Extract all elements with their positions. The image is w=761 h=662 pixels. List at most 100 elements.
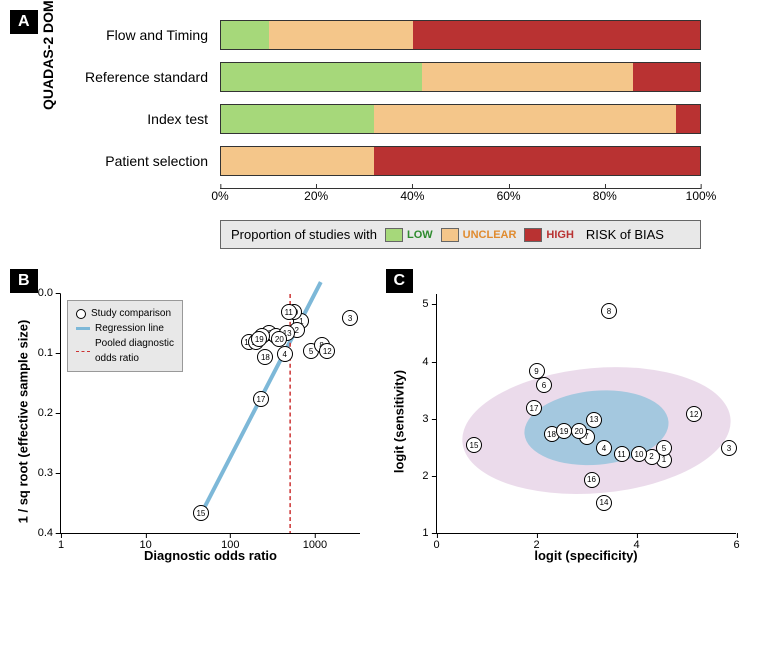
- study-point: 15: [466, 437, 482, 453]
- bar-segment: [374, 105, 676, 133]
- y-tick: 0.0: [38, 287, 53, 299]
- study-point: 4: [277, 346, 293, 362]
- legend-symbol: [76, 309, 86, 319]
- legend-text: Pooled diagnosticodds ratio: [95, 336, 174, 366]
- study-point: 20: [271, 331, 287, 347]
- legend-swatch: [441, 228, 459, 242]
- bar-row: Flow and Timing: [220, 20, 701, 50]
- study-point: 15: [193, 505, 209, 521]
- study-point: 17: [253, 391, 269, 407]
- legend-symbol: [76, 351, 90, 352]
- panel-a-legend: Proportion of studies with LOW UNCLEAR HIGH…: [220, 220, 701, 249]
- bar-row: Reference standard: [220, 62, 701, 92]
- legend-text: Study comparison: [91, 306, 171, 321]
- bar-segment: [221, 63, 422, 91]
- panel-b-legend: Study comparisonRegression linePooled di…: [67, 300, 183, 372]
- study-point: 6: [536, 377, 552, 393]
- study-point: 5: [656, 440, 672, 456]
- bar-row-label: Reference standard: [80, 69, 220, 85]
- legend-item: Pooled diagnosticodds ratio: [76, 336, 174, 366]
- panel-a: A QUADAS-2 DOMAIN Flow and TimingReferen…: [10, 10, 751, 254]
- bar-container: [220, 62, 701, 92]
- bar-segment: [422, 63, 633, 91]
- legend-suffix: RISK of BIAS: [586, 227, 664, 242]
- study-point: 12: [686, 406, 702, 422]
- bar-segment: [676, 105, 700, 133]
- bar-container: [220, 104, 701, 134]
- bar-chart: Flow and Timing Reference standard Index t…: [90, 20, 731, 208]
- bar-segment: [269, 21, 413, 49]
- legend-label: HIGH: [546, 229, 574, 241]
- bar-segment: [413, 21, 700, 49]
- legend-item: Regression line: [76, 321, 174, 336]
- x-tick: 100%: [686, 189, 717, 203]
- study-point: 11: [614, 446, 630, 462]
- y-tick: 0.1: [38, 347, 53, 359]
- bar-segment: [221, 105, 374, 133]
- bar-row-label: Index test: [80, 111, 220, 127]
- bar-container: [220, 146, 701, 176]
- x-tick: 0%: [211, 189, 228, 203]
- study-point: 10: [631, 446, 647, 462]
- x-tick: 80%: [593, 189, 617, 203]
- bar-segment: [374, 147, 700, 175]
- study-point: 19: [251, 331, 267, 347]
- x-axis: 0%20%40%60%80%100%: [220, 188, 701, 208]
- panel-c: C logit (specificity) logit (sensitivity…: [386, 269, 752, 569]
- legend-swatch: [385, 228, 403, 242]
- x-tick: 10: [140, 539, 152, 551]
- x-tick: 0: [433, 539, 439, 551]
- study-point: 18: [257, 349, 273, 365]
- study-point: 3: [342, 310, 358, 326]
- x-tick: 1: [58, 539, 64, 551]
- x-tick: 20%: [304, 189, 328, 203]
- study-point: 16: [584, 472, 600, 488]
- panel-c-ylabel: logit (sensitivity): [391, 369, 406, 472]
- legend-label: LOW: [407, 229, 433, 241]
- legend-item: Study comparison: [76, 306, 174, 321]
- legend-label: UNCLEAR: [463, 229, 517, 241]
- study-point: 17: [526, 400, 542, 416]
- study-point: 11: [281, 304, 297, 320]
- study-point: 8: [601, 303, 617, 319]
- panel-b-plot: Study comparisonRegression linePooled di…: [60, 294, 360, 534]
- bar-row-label: Flow and Timing: [80, 27, 220, 43]
- study-point: 19: [556, 423, 572, 439]
- x-tick: 1000: [303, 539, 327, 551]
- figure: A QUADAS-2 DOMAIN Flow and TimingReferen…: [10, 10, 751, 569]
- panel-a-label: A: [10, 10, 38, 34]
- bar-row: Index test: [220, 104, 701, 134]
- panel-c-plot: logit (specificity) logit (sensitivity) …: [436, 294, 736, 534]
- x-tick: 60%: [497, 189, 521, 203]
- study-point: 20: [571, 423, 587, 439]
- x-tick: 40%: [400, 189, 424, 203]
- panel-b-ylabel: 1 / sq root (effective sample size): [16, 319, 31, 523]
- x-tick: 100: [221, 539, 239, 551]
- study-point: 13: [586, 412, 602, 428]
- panel-b: B Study comparisonRegression linePooled …: [10, 269, 376, 569]
- study-point: 14: [596, 495, 612, 511]
- y-tick: 0.4: [38, 527, 53, 539]
- x-tick: 4: [633, 539, 639, 551]
- bar-row: Patient selection: [220, 146, 701, 176]
- study-point: 3: [721, 440, 737, 456]
- study-point: 12: [319, 343, 335, 359]
- legend-prefix: Proportion of studies with: [231, 227, 377, 242]
- legend-symbol: [76, 327, 90, 330]
- panel-c-xlabel: logit (specificity): [534, 548, 637, 563]
- bar-segment: [221, 147, 374, 175]
- study-point: 4: [596, 440, 612, 456]
- y-tick: 1: [422, 527, 428, 539]
- x-tick: 6: [733, 539, 739, 551]
- quadas-axis-title: QUADAS-2 DOMAIN: [40, 0, 56, 110]
- bar-segment: [221, 21, 269, 49]
- y-tick: 3: [422, 413, 428, 425]
- bottom-row: B Study comparisonRegression linePooled …: [10, 269, 751, 569]
- panel-b-label: B: [10, 269, 38, 293]
- y-tick: 2: [422, 470, 428, 482]
- panel-b-xlabel: Diagnostic odds ratio: [144, 548, 277, 563]
- study-point: 9: [529, 363, 545, 379]
- bar-row-label: Patient selection: [80, 153, 220, 169]
- y-tick: 5: [422, 298, 428, 310]
- y-tick: 4: [422, 356, 428, 368]
